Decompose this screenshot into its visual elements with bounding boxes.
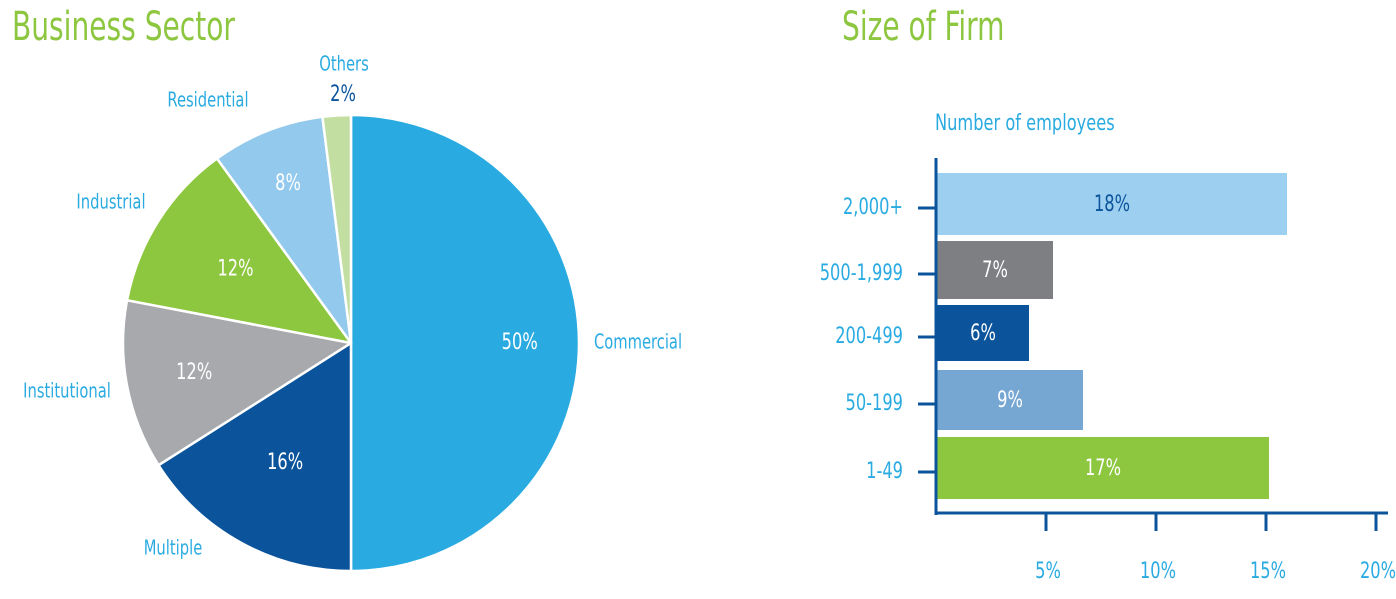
bar-4 [937,370,1083,430]
pie-value-others: 2% [330,80,356,106]
x-tick-label-10: 10% [1140,557,1176,583]
pie-label-multiple: Multiple [144,537,203,560]
business-sector-pie-chart: 50% 16% 12% 12% 8% Commercial Multiple Institut… [23,53,682,573]
x-tick-label-20: 20% [1360,557,1396,583]
bar-category-2: 500-1,999 [820,259,903,285]
bar-value-4: 9% [997,386,1023,412]
pie-value-multiple: 16% [267,448,303,474]
bar-category-5: 1-49 [866,457,903,483]
bar-value-1: 18% [1094,190,1130,216]
pie-slice-institutional [121,299,353,467]
bar-value-5: 17% [1085,454,1121,480]
size-of-firm-title: Size of Firm [842,4,1005,50]
bar-value-2: 7% [982,256,1008,282]
bar-category-4: 50-199 [846,389,903,415]
bar-category-1: 2,000+ [843,193,903,219]
bar-3 [937,305,1029,361]
pie-label-institutional: Institutional [23,380,111,403]
x-tick-label-5: 5% [1035,557,1061,583]
x-tick-label-15: 15% [1250,557,1286,583]
bar-2 [937,241,1053,299]
bar-1 [937,173,1287,235]
pie-value-institutional: 12% [176,358,212,384]
pie-label-commercial: Commercial [594,331,682,354]
bar-value-3: 6% [970,319,996,345]
pie-slice-others [321,113,353,345]
pie-label-industrial: Industrial [76,191,145,214]
pie-slice-industrial [125,157,353,345]
bar-category-3: 200-499 [835,322,903,348]
pie-value-residential: 8% [275,169,301,195]
pie-value-industrial: 12% [217,255,253,281]
business-sector-title: Business Sector [12,4,235,50]
bar-5 [937,437,1269,499]
pie-slice-multiple [157,341,353,573]
pie-label-others: Others [319,53,369,76]
pie-slice-residential [215,115,353,345]
bar-subtitle: Number of employees [935,109,1115,135]
pie-value-commercial: 50% [502,328,538,354]
pie-label-residential: Residential [167,89,248,112]
pie-slice-commercial [349,113,581,573]
